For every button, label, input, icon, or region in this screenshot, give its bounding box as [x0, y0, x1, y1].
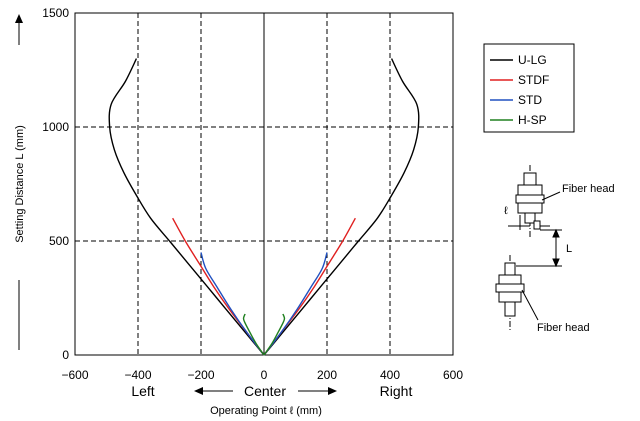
top-head-lens — [533, 220, 541, 230]
legend-label-h-sp: H-SP — [518, 113, 547, 127]
series-h-sp-right — [263, 313, 286, 356]
L-arrow-down — [552, 258, 560, 268]
bottom-leader — [521, 289, 539, 321]
x-tick-label: −400 — [124, 368, 151, 382]
left-arrow-head — [194, 387, 203, 395]
legend-label-u-lg: U-LG — [518, 53, 547, 67]
legend-box — [483, 43, 575, 133]
bottom-head-cap — [504, 301, 516, 317]
legend: U-LG STDF STD H-SP — [483, 43, 575, 133]
ell-label: ℓ — [504, 205, 508, 217]
x-tick-label: 600 — [443, 368, 463, 382]
series-layer — [108, 58, 420, 356]
legend-label-std: STD — [518, 93, 542, 107]
fiber-head-bottom-label: Fiber head — [537, 322, 590, 334]
top-head-nut2 — [517, 202, 543, 214]
y-axis-label: Setting Distance L (mm) — [14, 125, 26, 243]
L-label: L — [566, 243, 572, 255]
series-h-sp-left — [242, 313, 265, 356]
x-tick-label: 400 — [380, 368, 400, 382]
fiber-head-diagram — [495, 165, 562, 330]
legend-label-stdf: STDF — [518, 73, 549, 87]
x-tick-label: −600 — [61, 368, 88, 382]
top-head-body — [515, 194, 545, 204]
x-tick-label: 200 — [317, 368, 337, 382]
bottom-head-nut1 — [498, 274, 522, 285]
right-label: Right — [380, 383, 413, 399]
top-head-nut1 — [517, 184, 543, 196]
bottom-head-body — [495, 283, 525, 293]
series-std-right — [263, 252, 328, 356]
x-tick-label: −200 — [187, 368, 214, 382]
series-u-lg-right — [263, 58, 420, 356]
series-std-left — [200, 252, 265, 356]
right-arrow-head — [328, 387, 337, 395]
x-axis-label: Operating Point ℓ (mm) — [210, 405, 322, 417]
top-leader — [541, 191, 561, 201]
grid — [75, 13, 453, 355]
y-arrow-head — [15, 14, 23, 23]
top-head-cap — [523, 172, 537, 186]
fiber-head-top-label: Fiber head — [562, 183, 615, 195]
x-tick-label: 0 — [261, 368, 268, 382]
y-tick-label: 1500 — [42, 6, 69, 20]
L-arrow-up — [552, 228, 560, 238]
y-tick-label: 0 — [62, 348, 69, 362]
bottom-head-nut2 — [498, 291, 522, 303]
y-tick-label: 500 — [49, 234, 69, 248]
center-label: Center — [244, 383, 286, 399]
series-u-lg-left — [108, 58, 265, 356]
tick-labels: −600 −400 −200 0 200 400 600 0 500 1000 1500 — [42, 6, 463, 382]
left-label: Left — [131, 383, 154, 399]
y-tick-label: 1000 — [42, 120, 69, 134]
bottom-head-tip — [504, 262, 516, 276]
top-head-tip — [524, 212, 536, 224]
